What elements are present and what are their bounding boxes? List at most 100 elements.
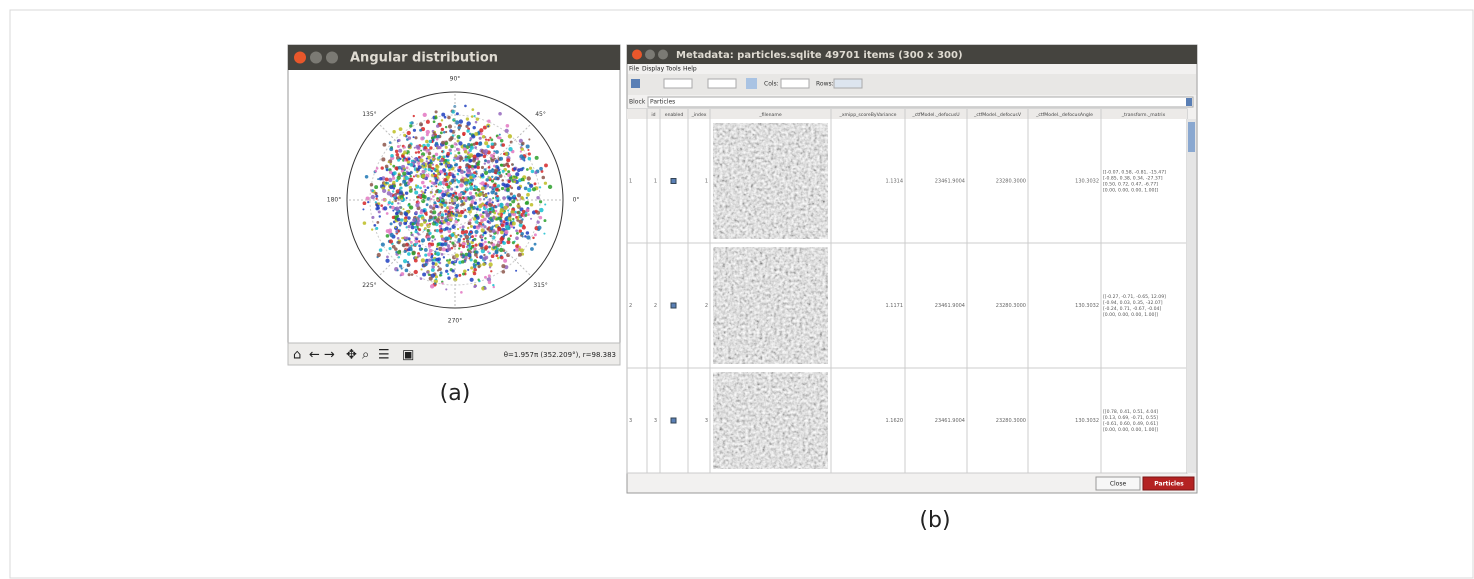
scatter-dot xyxy=(544,219,547,222)
scatter-dot xyxy=(475,244,478,247)
scatter-dot xyxy=(443,256,445,258)
scatter-dot xyxy=(502,170,505,173)
scatter-dot xyxy=(392,210,394,212)
scatter-dot xyxy=(386,256,389,259)
scatter-dot xyxy=(431,136,434,139)
cols-field[interactable] xyxy=(781,79,809,88)
configure-icon[interactable]: ☰ xyxy=(378,348,390,363)
scatter-dot xyxy=(381,157,385,161)
menu-item[interactable]: Display xyxy=(642,66,665,73)
scatter-dot xyxy=(457,228,459,230)
enabled-checkbox[interactable] xyxy=(671,303,676,308)
scatter-dot xyxy=(437,266,439,268)
toolbar-icon[interactable] xyxy=(631,79,640,88)
zoom-icon[interactable]: ⌕ xyxy=(362,348,369,363)
scatter-dot xyxy=(463,269,467,273)
scatter-dot xyxy=(521,178,525,182)
enabled-checkbox[interactable] xyxy=(671,418,676,423)
scatter-dot xyxy=(386,234,390,238)
scatter-dot xyxy=(407,182,410,185)
scatter-dot xyxy=(450,136,454,140)
scatter-dot xyxy=(398,166,402,170)
close-button[interactable] xyxy=(632,50,642,60)
menu-item[interactable]: Help xyxy=(683,66,697,73)
button-label[interactable]: Particles xyxy=(1154,481,1184,488)
toolbar-icon[interactable] xyxy=(746,78,757,89)
scatter-dot xyxy=(515,172,519,176)
scatter-dot xyxy=(420,277,423,280)
close-button[interactable] xyxy=(294,52,306,64)
scatter-dot xyxy=(392,190,394,192)
scrollbar-thumb[interactable] xyxy=(1188,122,1195,152)
dropdown-arrow[interactable] xyxy=(1186,98,1192,106)
scatter-dot xyxy=(548,185,552,189)
scatter-dot xyxy=(497,166,500,169)
scatter-dot xyxy=(429,205,433,209)
scatter-dot xyxy=(415,151,417,153)
scatter-dot xyxy=(445,162,447,164)
scatter-dot xyxy=(497,136,500,139)
scatter-dot xyxy=(489,259,491,261)
home-icon[interactable]: ⌂ xyxy=(293,348,301,363)
menu-item[interactable]: File xyxy=(629,66,639,73)
back-icon[interactable]: ← xyxy=(309,348,320,363)
rows-field[interactable] xyxy=(834,79,862,88)
block-select[interactable] xyxy=(648,97,1193,107)
save-icon[interactable]: ▣ xyxy=(402,348,414,363)
scatter-dot xyxy=(450,145,454,149)
scatter-dot xyxy=(447,159,450,162)
scatter-dot xyxy=(504,205,508,209)
scatter-dot xyxy=(475,234,478,237)
scatter-dot xyxy=(381,166,384,169)
scatter-dot xyxy=(407,261,409,263)
scatter-dot xyxy=(418,228,421,231)
scatter-dot xyxy=(458,129,460,131)
scatter-dot xyxy=(449,129,452,132)
forward-icon[interactable]: → xyxy=(324,348,335,363)
scatter-dot xyxy=(534,243,537,246)
scatter-dot xyxy=(374,192,377,195)
pan-icon[interactable]: ✥ xyxy=(346,348,357,363)
maximize-button[interactable] xyxy=(326,52,338,64)
scatter-dot xyxy=(416,226,418,228)
scatter-dot xyxy=(531,170,535,174)
maximize-button[interactable] xyxy=(658,50,668,60)
scatter-dot xyxy=(399,183,401,185)
scatter-dot xyxy=(471,183,473,185)
scatter-dot xyxy=(474,132,478,136)
minimize-button[interactable] xyxy=(645,50,655,60)
scatter-dot xyxy=(471,115,474,118)
scatter-dot xyxy=(467,269,469,271)
scatter-dot xyxy=(506,158,510,162)
scatter-dot xyxy=(389,185,393,189)
scatter-dot xyxy=(408,136,411,139)
angle-label: 45° xyxy=(535,111,546,118)
menu-item[interactable]: Tools xyxy=(665,66,681,73)
scatter-dot xyxy=(485,194,488,197)
index-field[interactable] xyxy=(708,79,736,88)
scatter-dot xyxy=(421,248,423,250)
scatter-dot xyxy=(441,193,445,197)
column-header: enabled xyxy=(665,112,684,118)
scatter-dot xyxy=(455,120,459,124)
cell-variance: 1.1620 xyxy=(886,418,904,424)
scatter-dot xyxy=(421,238,425,242)
enabled-checkbox[interactable] xyxy=(671,179,676,184)
scatter-dot xyxy=(503,153,506,156)
scatter-dot xyxy=(498,217,502,221)
scatter-dot xyxy=(436,145,438,147)
scatter-dot xyxy=(435,278,437,280)
button-label[interactable]: Close xyxy=(1110,481,1127,488)
cell-angle: 130.3032 xyxy=(1075,179,1099,185)
scatter-dot xyxy=(449,259,452,262)
scatter-dot xyxy=(435,185,437,187)
minimize-button[interactable] xyxy=(310,52,322,64)
column-header: _ctfModel._defocusU xyxy=(911,112,959,118)
scatter-dot xyxy=(475,264,477,266)
scatter-dot xyxy=(429,215,433,219)
scrollbar[interactable] xyxy=(1187,119,1196,473)
zoom-field[interactable] xyxy=(664,79,692,88)
scatter-dot xyxy=(470,231,472,233)
scatter-dot xyxy=(492,284,494,286)
scatter-dot xyxy=(528,157,531,160)
